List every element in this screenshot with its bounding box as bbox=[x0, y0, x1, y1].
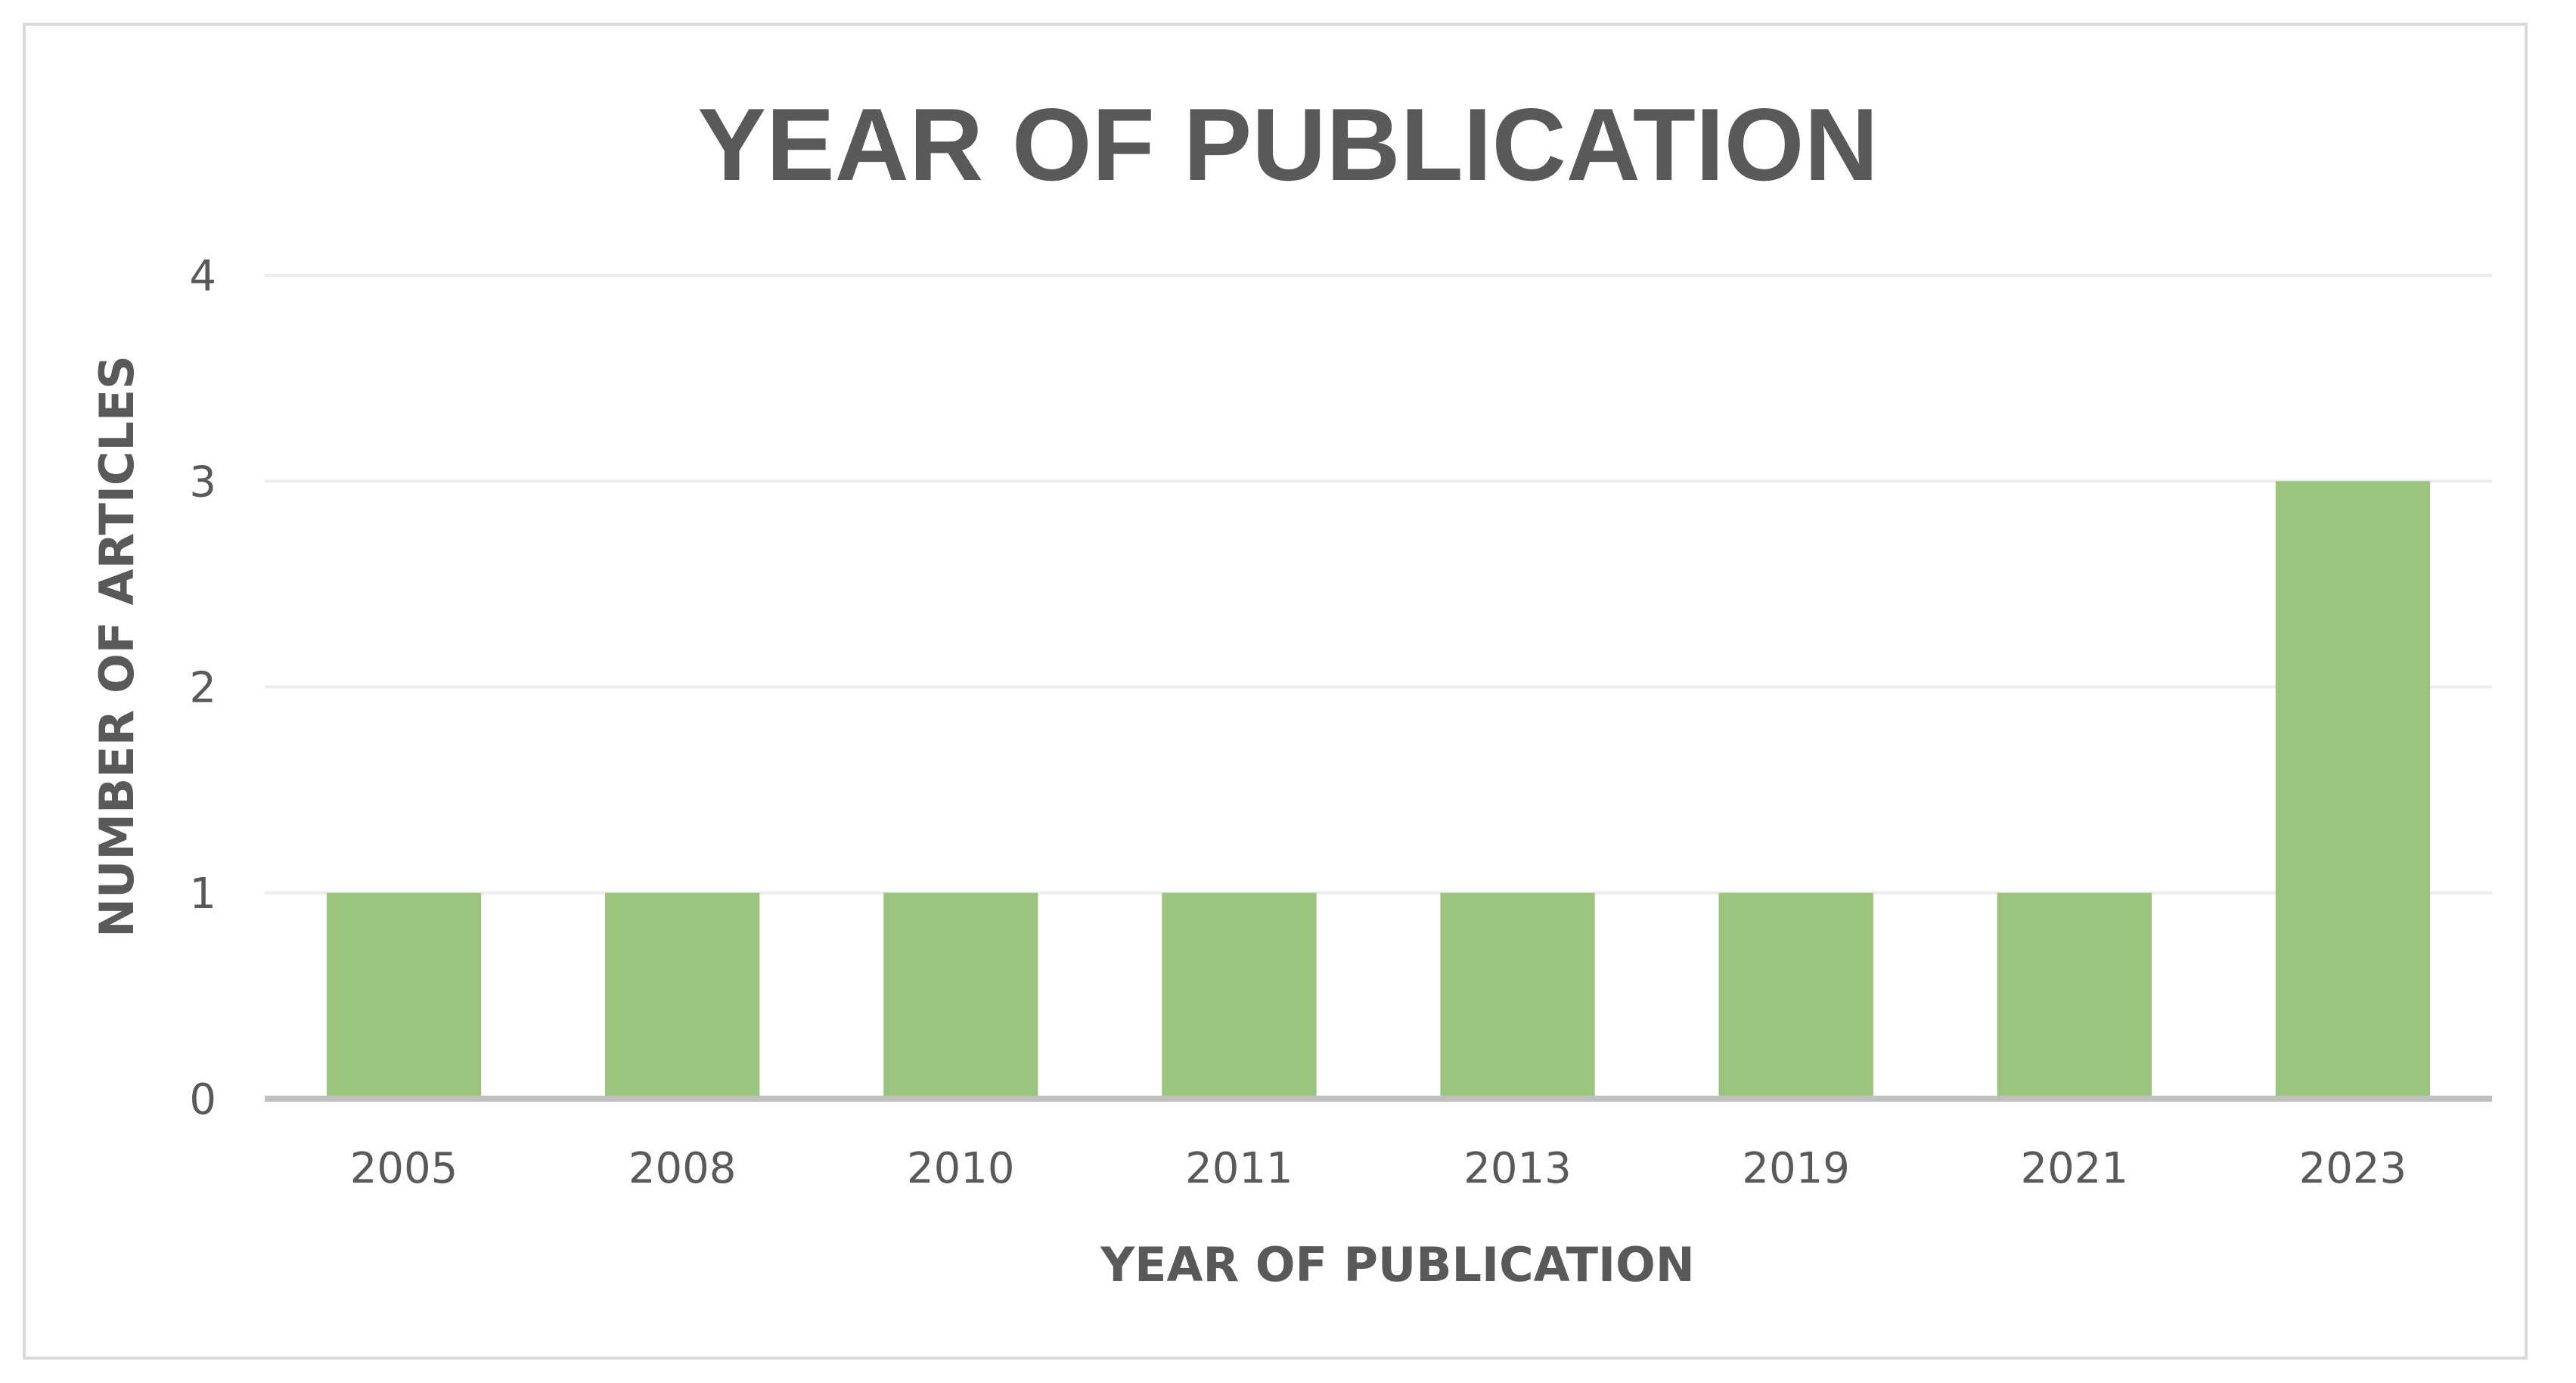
y-tick-label: 1 bbox=[189, 870, 216, 919]
x-tick-label: 2011 bbox=[1185, 1144, 1293, 1193]
bar-2011 bbox=[1162, 892, 1317, 1099]
bar-2010 bbox=[883, 892, 1038, 1099]
gridlines bbox=[265, 274, 2492, 895]
y-tick-label: 4 bbox=[189, 252, 216, 301]
x-tick-label: 2008 bbox=[628, 1144, 737, 1193]
bar-2008 bbox=[605, 892, 760, 1099]
chart-title: YEAR OF PUBLICATION bbox=[697, 87, 1878, 202]
x-tick-label: 2021 bbox=[2021, 1144, 2129, 1193]
bar-2021 bbox=[1997, 892, 2152, 1099]
x-tick-label: 2010 bbox=[907, 1144, 1015, 1193]
x-tick-label: 2005 bbox=[350, 1144, 458, 1193]
x-axis-title: YEAR OF PUBLICATION bbox=[1100, 1237, 1694, 1292]
x-tick-label: 2023 bbox=[2299, 1144, 2407, 1193]
bar-2005 bbox=[326, 892, 482, 1099]
y-tick-label: 3 bbox=[189, 457, 216, 507]
x-axis-ticks: 2005 2008 2010 2011 2013 2019 2021 2023 bbox=[350, 1144, 2407, 1193]
y-axis-title: NUMBER OF ARTICLES bbox=[89, 355, 144, 938]
bars bbox=[326, 481, 2431, 1099]
x-tick-label: 2013 bbox=[1463, 1144, 1572, 1193]
x-tick-label: 2019 bbox=[1742, 1144, 1850, 1193]
bar-2019 bbox=[1718, 892, 1873, 1099]
y-axis-ticks: 0 1 2 3 4 bbox=[189, 252, 216, 1124]
y-tick-label: 2 bbox=[189, 664, 216, 713]
y-tick-label: 0 bbox=[189, 1075, 216, 1124]
chart-frame bbox=[23, 23, 2528, 1360]
bar-2023 bbox=[2275, 481, 2431, 1099]
bar-2013 bbox=[1440, 892, 1595, 1099]
